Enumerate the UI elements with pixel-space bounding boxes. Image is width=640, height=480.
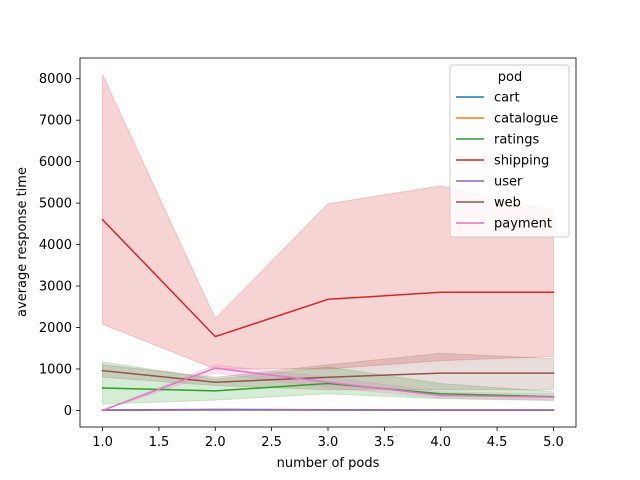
x-tick-label: 1.5 — [149, 435, 170, 450]
x-axis-label: number of pods — [277, 456, 380, 471]
x-tick-label: 3.0 — [318, 435, 339, 450]
y-axis-ticks: 0 1000 2000 3000 4000 5000 6000 7000 8000 — [39, 72, 80, 419]
x-tick-label: 3.5 — [374, 435, 395, 450]
x-tick-label: 5.0 — [543, 435, 564, 450]
legend-label-cart: cart — [494, 91, 520, 106]
y-tick-label: 1000 — [39, 362, 72, 377]
legend-label-catalogue: catalogue — [494, 112, 558, 127]
y-tick-label: 8000 — [39, 72, 72, 87]
x-tick-label: 2.0 — [205, 435, 226, 450]
y-tick-label: 5000 — [39, 197, 72, 212]
legend-label-user: user — [494, 175, 523, 190]
line-user — [101, 408, 555, 412]
y-axis-label: average response time — [15, 167, 30, 317]
band-shipping — [102, 74, 554, 370]
legend: pod cart catalogue ratings shipping user web p… — [449, 64, 570, 238]
line-payment — [101, 367, 555, 412]
line-shipping — [101, 218, 555, 338]
legend-label-payment: payment — [494, 217, 552, 232]
x-tick-label: 1.0 — [92, 435, 113, 450]
y-tick-label: 4000 — [39, 238, 72, 253]
y-tick-label: 7000 — [39, 114, 72, 129]
legend-title: pod — [498, 70, 522, 85]
legend-label-web: web — [494, 196, 521, 211]
line-ratings — [101, 382, 555, 398]
legend-box — [449, 64, 570, 238]
line-web — [101, 369, 555, 383]
y-tick-label: 0 — [64, 404, 72, 419]
x-tick-label: 4.0 — [430, 435, 451, 450]
x-tick-label: 2.5 — [261, 435, 282, 450]
y-tick-label: 2000 — [39, 321, 72, 336]
y-tick-label: 3000 — [39, 280, 72, 295]
series-lines — [101, 218, 555, 412]
legend-label-ratings: ratings — [494, 133, 540, 148]
x-tick-label: 4.5 — [487, 435, 508, 450]
x-axis-ticks: 1.0 1.5 2.0 2.5 3.0 3.5 4.0 4.5 5.0 — [92, 427, 564, 450]
y-tick-label: 6000 — [39, 155, 72, 170]
legend-label-shipping: shipping — [494, 154, 549, 169]
